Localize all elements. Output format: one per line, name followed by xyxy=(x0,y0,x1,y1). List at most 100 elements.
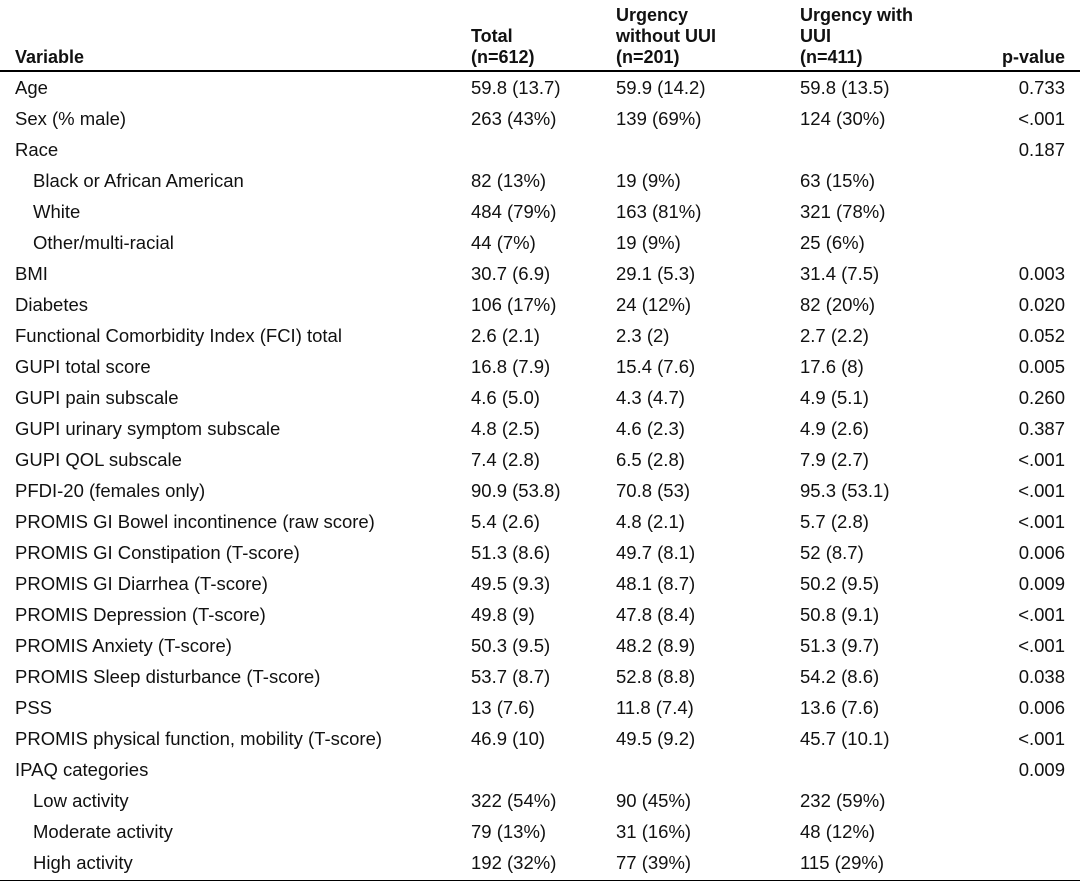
header-urgency-with-uui: Urgency with UUI (n=411) xyxy=(800,5,914,67)
row-p-value: 0.009 xyxy=(1018,573,1065,594)
row-variable-label: PSS xyxy=(15,697,53,718)
row-p-value: 0.009 xyxy=(1018,759,1065,780)
row-variable-label: Age xyxy=(15,77,48,98)
table-row: White 484 (79%) 163 (81%) 321 (78%) xyxy=(0,196,1080,227)
row-urgency-without-uui-value: 6.5 (2.8) xyxy=(616,449,685,470)
table-row: PROMIS Depression (T-score) 49.8 (9) 47.8 … xyxy=(0,599,1080,630)
row-variable-label: PROMIS GI Diarrhea (T-score) xyxy=(15,573,268,594)
row-variable-label: PROMIS Depression (T-score) xyxy=(15,604,266,625)
table-row: Moderate activity 79 (13%) 31 (16%) 48 (12%… xyxy=(0,816,1080,847)
table-row: GUPI urinary symptom subscale 4.8 (2.5) 4.… xyxy=(0,413,1080,444)
row-variable-label: White xyxy=(33,201,81,222)
table-row: Black or African American 82 (13%) 19 (9%)… xyxy=(0,165,1080,196)
table-row: Other/multi-racial 44 (7%) 19 (9%) 25 (6%) xyxy=(0,227,1080,258)
row-p-value: 0.006 xyxy=(1018,697,1065,718)
row-urgency-without-uui-value: 49.7 (8.1) xyxy=(616,542,696,563)
row-urgency-with-uui-value: 4.9 (2.6) xyxy=(800,418,869,439)
row-total-value: 322 (54%) xyxy=(471,790,557,811)
row-urgency-with-uui-value: 4.9 (5.1) xyxy=(800,387,869,408)
row-urgency-with-uui-value: 115 (29%) xyxy=(800,852,884,873)
table-row: GUPI QOL subscale 7.4 (2.8) 6.5 (2.8) 7.9 (… xyxy=(0,444,1080,475)
row-urgency-with-uui-value: 59.8 (13.5) xyxy=(800,77,890,98)
row-urgency-without-uui-value: 139 (69%) xyxy=(616,108,702,129)
row-p-value: <.001 xyxy=(1018,635,1065,656)
row-variable-label: PFDI-20 (females only) xyxy=(15,480,206,501)
header-total: Total (n=612) xyxy=(471,26,535,67)
table-row: PROMIS GI Diarrhea (T-score) 49.5 (9.3) 48… xyxy=(0,568,1080,599)
row-urgency-without-uui-value: 11.8 (7.4) xyxy=(616,697,694,718)
row-p-value: 0.052 xyxy=(1018,325,1065,346)
table-row: Race 0.187 xyxy=(0,134,1080,165)
row-urgency-without-uui-value: 49.5 (9.2) xyxy=(616,728,696,749)
table-header: Variable Total (n=612) Urgency without U… xyxy=(0,0,1080,72)
row-variable-label: PROMIS GI Bowel incontinence (raw score) xyxy=(15,511,375,532)
row-variable-label: GUPI urinary symptom subscale xyxy=(15,418,281,439)
row-variable-label: Black or African American xyxy=(33,170,244,191)
row-variable-label: Race xyxy=(15,139,59,160)
row-urgency-without-uui-value: 163 (81%) xyxy=(616,201,702,222)
row-p-value: 0.006 xyxy=(1018,542,1065,563)
row-total-value: 4.6 (5.0) xyxy=(471,387,540,408)
header-variable: Variable xyxy=(15,47,85,67)
table-row: Sex (% male) 263 (43%) 139 (69%) 124 (30%) <… xyxy=(0,103,1080,134)
row-variable-label: GUPI pain subscale xyxy=(15,387,179,408)
row-variable-label: PROMIS GI Constipation (T-score) xyxy=(15,542,300,563)
row-urgency-with-uui-value: 31.4 (7.5) xyxy=(800,263,880,284)
row-p-value: <.001 xyxy=(1018,728,1065,749)
table-row: Low activity 322 (54%) 90 (45%) 232 (59%) xyxy=(0,785,1080,816)
row-variable-label: PROMIS Anxiety (T-score) xyxy=(15,635,232,656)
row-urgency-with-uui-value: 63 (15%) xyxy=(800,170,876,191)
header-p-value: p-value xyxy=(1001,47,1065,67)
row-variable-label: IPAQ categories xyxy=(15,759,149,780)
table-row: PROMIS Sleep disturbance (T-score) 53.7 (… xyxy=(0,661,1080,692)
header-urgency-without-uui: Urgency without UUI (n=201) xyxy=(616,5,716,67)
row-total-value: 2.6 (2.1) xyxy=(471,325,540,346)
row-p-value: 0.260 xyxy=(1018,387,1065,408)
row-p-value: 0.733 xyxy=(1018,77,1065,98)
row-total-value: 263 (43%) xyxy=(471,108,557,129)
row-variable-label: Diabetes xyxy=(15,294,89,315)
table-bottom-rule xyxy=(0,880,1080,881)
row-urgency-with-uui-value: 50.8 (9.1) xyxy=(800,604,880,625)
row-urgency-without-uui-value: 4.3 (4.7) xyxy=(616,387,685,408)
row-urgency-with-uui-value: 5.7 (2.8) xyxy=(800,511,869,532)
table-row: Age 59.8 (13.7) 59.9 (14.2) 59.8 (13.5) 0.73… xyxy=(0,72,1080,103)
row-urgency-without-uui-value: 70.8 (53) xyxy=(616,480,691,501)
table-row: IPAQ categories 0.009 xyxy=(0,754,1080,785)
row-total-value: 30.7 (6.9) xyxy=(471,263,551,284)
table-row: PFDI-20 (females only) 90.9 (53.8) 70.8 (5… xyxy=(0,475,1080,506)
table-row: PSS 13 (7.6) 11.8 (7.4) 13.6 (7.6) 0.006 xyxy=(0,692,1080,723)
row-urgency-with-uui-value: 7.9 (2.7) xyxy=(800,449,869,470)
row-urgency-without-uui-value: 24 (12%) xyxy=(616,294,692,315)
row-total-value: 53.7 (8.7) xyxy=(471,666,551,687)
row-variable-label: PROMIS physical function, mobility (T-sc… xyxy=(15,728,383,749)
row-total-value: 192 (32%) xyxy=(471,852,557,873)
row-p-value: 0.387 xyxy=(1018,418,1065,439)
row-variable-label: GUPI QOL subscale xyxy=(15,449,182,470)
row-variable-label: Functional Comorbidity Index (FCI) total xyxy=(15,325,342,346)
row-urgency-without-uui-value: 47.8 (8.4) xyxy=(616,604,696,625)
row-urgency-with-uui-value: 52 (8.7) xyxy=(800,542,864,563)
row-urgency-with-uui-value: 232 (59%) xyxy=(800,790,886,811)
table-row: BMI 30.7 (6.9) 29.1 (5.3) 31.4 (7.5) 0.003 xyxy=(0,258,1080,289)
row-urgency-without-uui-value: 48.1 (8.7) xyxy=(616,573,696,594)
row-p-value: 0.020 xyxy=(1018,294,1065,315)
row-p-value: 0.003 xyxy=(1018,263,1065,284)
row-p-value: <.001 xyxy=(1018,480,1065,501)
row-urgency-without-uui-value: 2.3 (2) xyxy=(616,325,670,346)
table-row: Diabetes 106 (17%) 24 (12%) 82 (20%) 0.020 xyxy=(0,289,1080,320)
row-total-value: 79 (13%) xyxy=(471,821,547,842)
row-p-value: <.001 xyxy=(1018,449,1065,470)
row-total-value: 59.8 (13.7) xyxy=(471,77,561,98)
row-urgency-with-uui-value: 48 (12%) xyxy=(800,821,876,842)
table-row: PROMIS physical function, mobility (T-sc… xyxy=(0,723,1080,754)
table-row: PROMIS GI Constipation (T-score) 51.3 (8.… xyxy=(0,537,1080,568)
row-total-value: 44 (7%) xyxy=(471,232,536,253)
row-variable-label: Other/multi-racial xyxy=(33,232,174,253)
table-row: PROMIS GI Bowel incontinence (raw score)… xyxy=(0,506,1080,537)
row-urgency-with-uui-value: 50.2 (9.5) xyxy=(800,573,880,594)
row-variable-label: Sex (% male) xyxy=(15,108,127,129)
row-urgency-without-uui-value: 29.1 (5.3) xyxy=(616,263,696,284)
row-urgency-with-uui-value: 321 (78%) xyxy=(800,201,886,222)
